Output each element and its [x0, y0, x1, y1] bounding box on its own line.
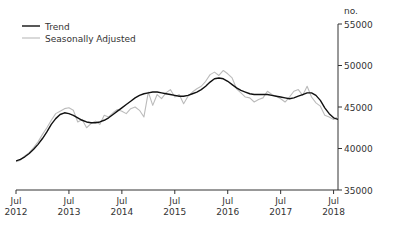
x-tick-label: Jul2017 [269, 196, 292, 217]
legend-swatch [22, 25, 40, 26]
y-tick-label: 45000 [344, 103, 373, 113]
x-tick-label-line: 2016 [216, 207, 239, 217]
y-axis-label: no. [344, 6, 358, 16]
y-tick [338, 148, 342, 149]
y-tick-label: 55000 [344, 20, 373, 30]
x-tick-label-line: 2015 [163, 207, 186, 217]
x-tick-label-line: 2012 [5, 207, 28, 217]
x-tick [68, 190, 69, 194]
x-tick [333, 190, 334, 194]
chart: Jul2012Jul2013Jul2014Jul2015Jul2016Jul20… [0, 0, 397, 227]
legend-label: Trend [44, 22, 70, 32]
x-tick [121, 190, 122, 194]
x-tick-label-line: Jul [115, 196, 127, 206]
x-tick-label-line: Jul [274, 196, 286, 206]
x-tick-label-line: Jul [221, 196, 233, 206]
x-tick-label-line: 2013 [57, 207, 80, 217]
series-line [16, 70, 338, 161]
x-tick-label: Jul2016 [216, 196, 239, 217]
x-tick [16, 190, 17, 194]
x-tick [227, 190, 228, 194]
x-tick-label-line: 2014 [110, 207, 133, 217]
y-tick [338, 190, 342, 191]
x-tick-label-line: 2017 [269, 207, 292, 217]
x-tick-label-line: Jul [327, 196, 339, 206]
y-tick-label: 50000 [344, 61, 373, 71]
legend-swatch [22, 37, 40, 38]
x-tick [280, 190, 281, 194]
plot-area [16, 70, 338, 161]
x-tick-label-line: 2018 [322, 207, 345, 217]
x-tick-label: Jul2015 [163, 196, 186, 217]
x-tick-label-line: Jul [10, 196, 22, 206]
x-tick [174, 190, 175, 194]
x-tick-label: Jul2013 [57, 196, 80, 217]
y-tick-label: 40000 [344, 144, 373, 154]
y-tick-label: 35000 [344, 186, 373, 196]
x-axis-line [16, 190, 338, 191]
y-tick [338, 65, 342, 66]
series-line [16, 78, 338, 161]
x-tick-label: Jul2018 [322, 196, 345, 217]
y-tick [338, 24, 342, 25]
x-tick-label-line: Jul [168, 196, 180, 206]
legend-label: Seasonally Adjusted [45, 34, 136, 44]
x-tick-label: Jul2014 [110, 196, 133, 217]
x-tick-label-line: Jul [63, 196, 75, 206]
x-tick-label: Jul2012 [5, 196, 28, 217]
legend: Trend Seasonally Adjusted [22, 22, 136, 44]
y-tick [338, 107, 342, 108]
